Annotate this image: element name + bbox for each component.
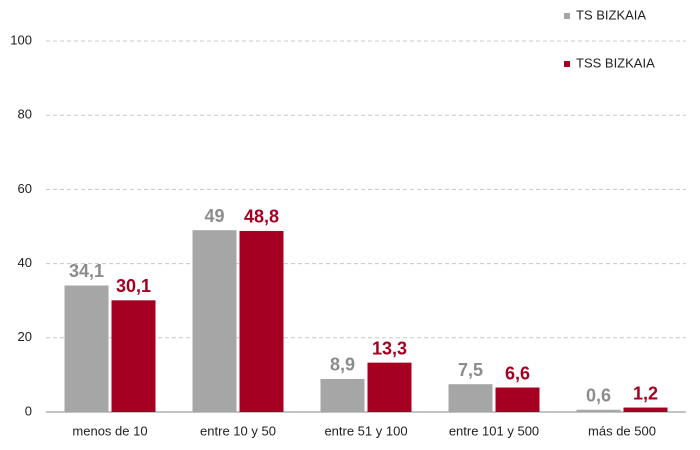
- bar: [576, 409, 621, 412]
- x-tick-label: más de 500: [588, 423, 656, 438]
- data-label: 0,6: [586, 386, 611, 406]
- y-tick-label: 40: [18, 255, 32, 270]
- y-tick-label: 100: [10, 32, 32, 47]
- y-tick-label: 0: [25, 403, 32, 418]
- bar: [111, 300, 156, 412]
- bar: [239, 230, 284, 412]
- data-label: 6,6: [505, 363, 530, 383]
- x-tick-label: entre 10 y 50: [200, 423, 276, 438]
- bar: [448, 384, 493, 412]
- bar: [495, 387, 540, 412]
- data-label: 49: [204, 206, 224, 226]
- bar: [320, 378, 365, 412]
- y-tick-label: 20: [18, 329, 32, 344]
- y-tick-label: 80: [18, 107, 32, 122]
- data-label: 30,1: [116, 276, 151, 296]
- x-tick-label: entre 101 y 500: [449, 423, 539, 438]
- x-tick-label: menos de 10: [72, 423, 147, 438]
- data-label: 48,8: [244, 207, 279, 227]
- x-tick-label: entre 51 y 100: [324, 423, 407, 438]
- data-label: 34,1: [69, 261, 104, 281]
- data-label: 13,3: [372, 338, 407, 358]
- legend-label: TS BIZKAIA: [576, 7, 646, 22]
- legend-label: TSS BIZKAIA: [576, 55, 655, 70]
- data-label: 8,9: [330, 355, 355, 375]
- bar: [64, 285, 109, 412]
- legend-marker: [564, 61, 570, 67]
- data-label: 1,2: [633, 383, 658, 403]
- y-tick-label: 60: [18, 181, 32, 196]
- legend-marker: [564, 13, 570, 19]
- bar: [367, 362, 412, 412]
- bar: [623, 407, 668, 412]
- bar: [192, 230, 237, 412]
- data-label: 7,5: [458, 360, 483, 380]
